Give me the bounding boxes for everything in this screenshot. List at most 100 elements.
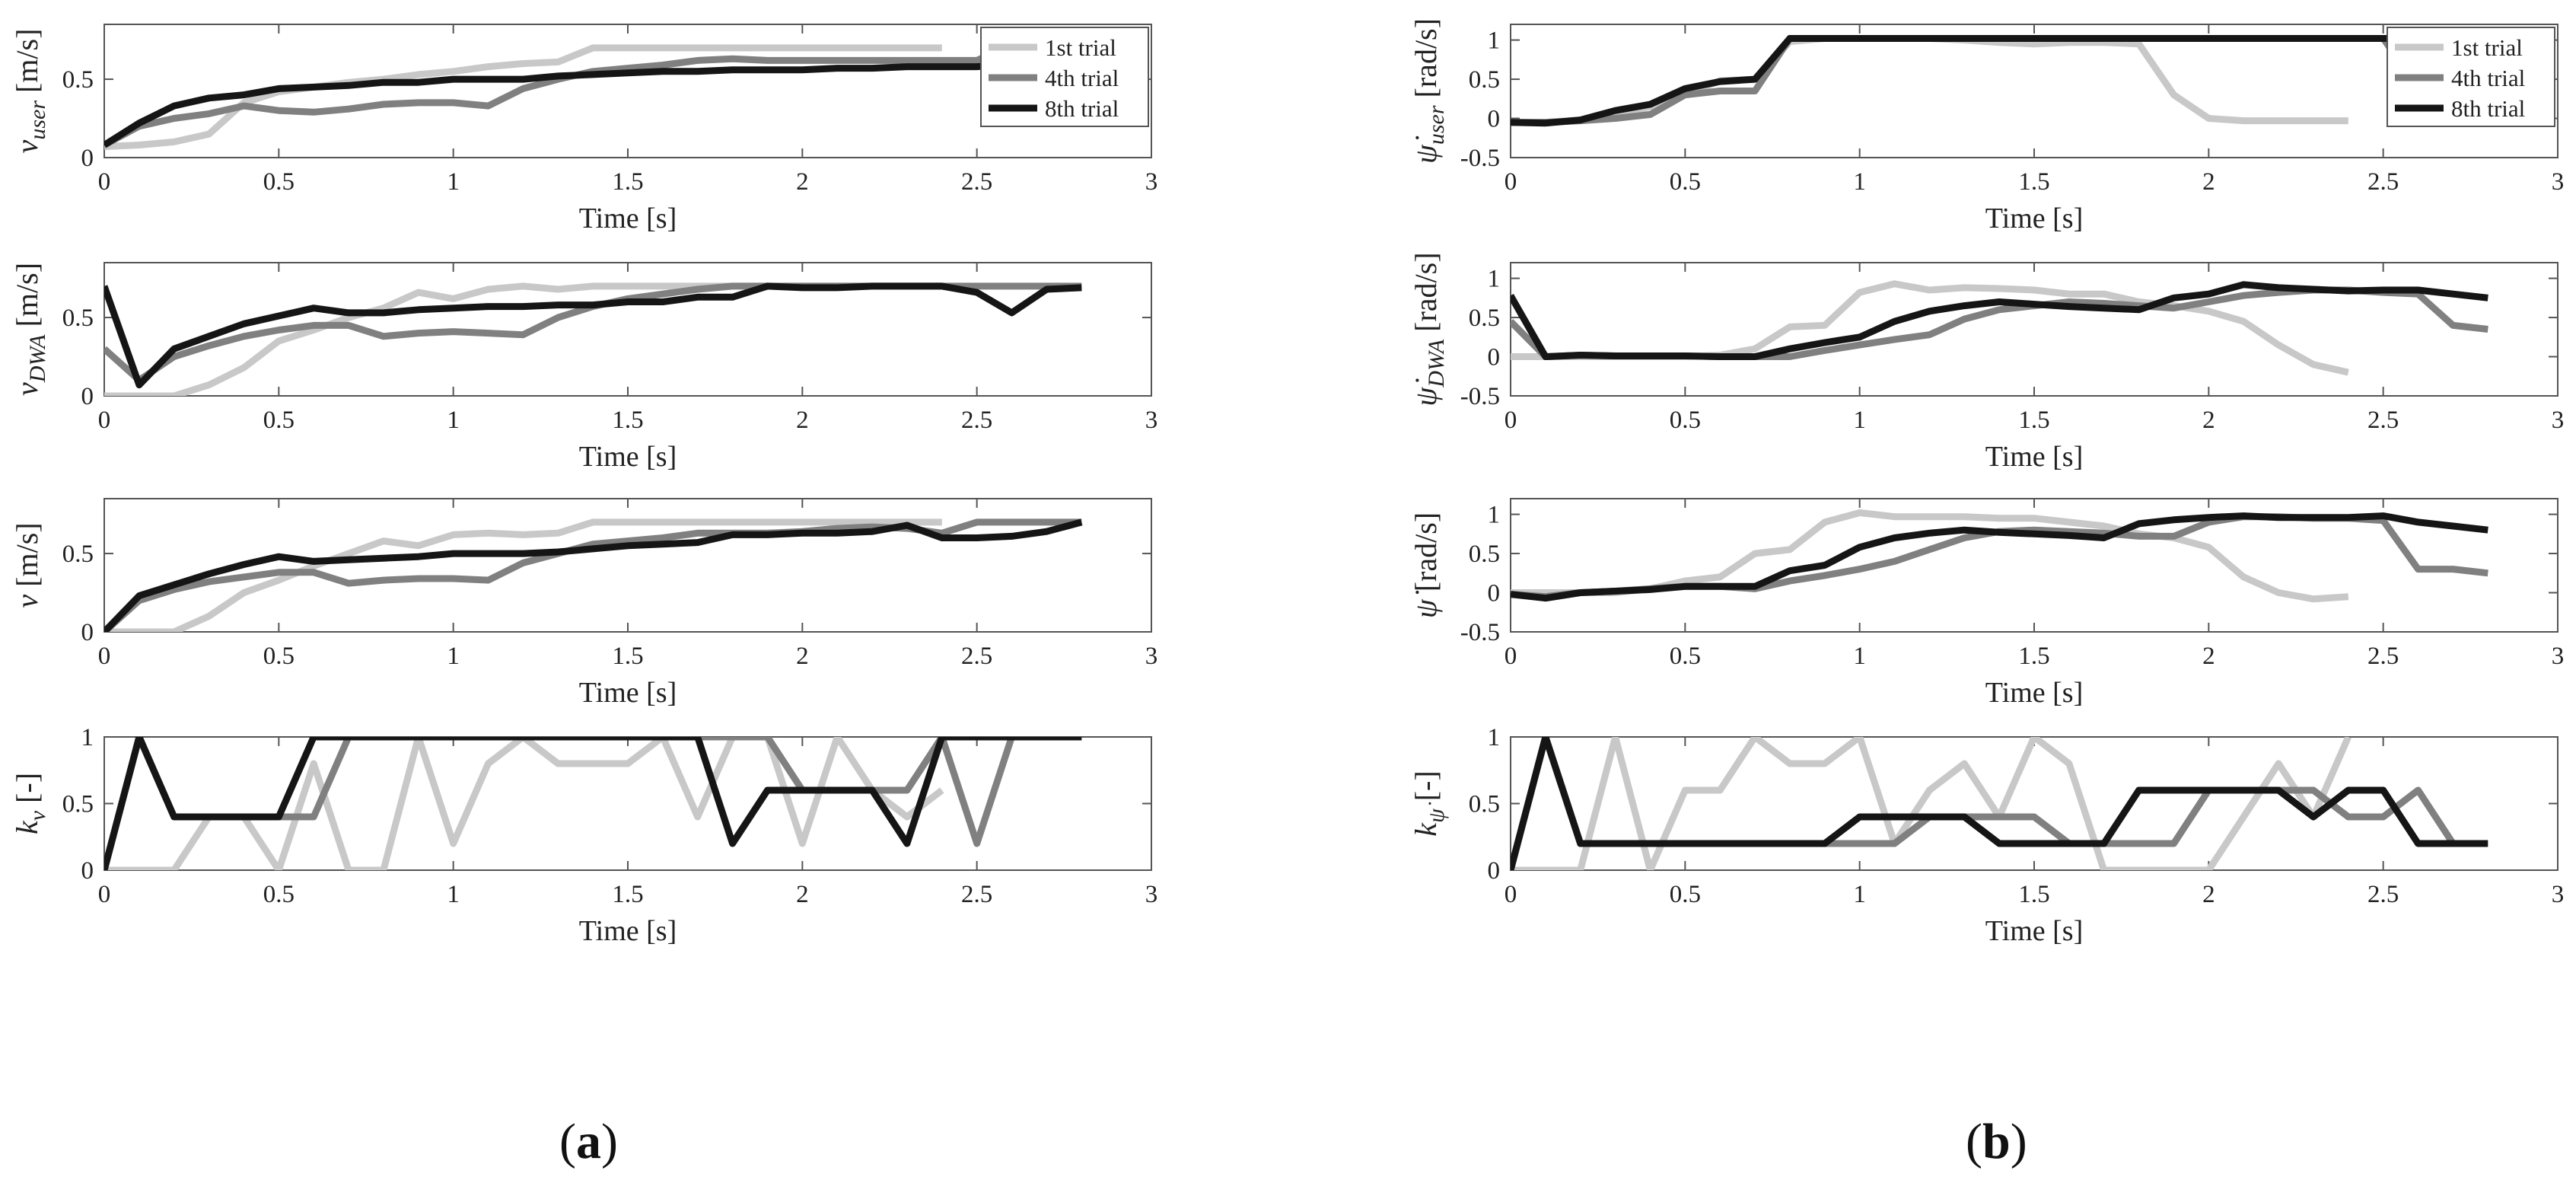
x-tick-label: 0.5: [263, 168, 295, 196]
panel-label-b-letter: b: [1982, 1114, 2011, 1169]
y-tick-label: 0: [1488, 106, 1501, 133]
x-tick-label: 2: [2202, 168, 2215, 196]
legend-entry: 1st trial: [1045, 34, 1116, 61]
x-tick-label: 2: [2202, 643, 2215, 670]
legend: 1st trial 4th trial 8th trial: [2387, 27, 2555, 127]
plot-area: [103, 736, 1152, 871]
y-tick-label: -0.5: [1460, 383, 1500, 410]
series-line-8th-trial: [1511, 35, 2488, 127]
subplot-a2: 0 0.5 1 1.5 2 2.5 3 0 0.5 Time [s] vDWA [m/s]: [10, 262, 1158, 473]
y-label-unit: [rad/s]: [1409, 252, 1443, 339]
y-label-subscript: v: [25, 810, 50, 821]
x-tick-label: 2.5: [2367, 168, 2399, 196]
y-axis-label: vDWA [m/s]: [10, 263, 50, 396]
x-tick-label: 3: [2552, 168, 2565, 196]
x-axis-label: Time [s]: [1985, 677, 2083, 709]
x-tick-label: 2: [796, 168, 809, 196]
y-tick-label: 1: [1488, 266, 1501, 293]
y-tick-label: 0.5: [1469, 541, 1500, 568]
x-axis-label: Time [s]: [579, 203, 677, 234]
x-tick-label: 2.5: [961, 643, 992, 670]
subplot-a1: 0 0.5 1 1.5 2 2.5 3 0 0.5 Time [s] vuser [m/s] 1st …: [10, 24, 1157, 234]
y-tick-label: 0: [1488, 344, 1501, 372]
x-tick-label: 1: [447, 643, 460, 670]
x-tick-label: 0.5: [1670, 168, 1701, 196]
x-tick-label: 2: [796, 643, 809, 670]
y-label-unit: [m/s]: [10, 263, 44, 334]
y-label-unit: [-]: [10, 773, 44, 811]
legend-entry: 4th trial: [1045, 65, 1119, 91]
y-label-unit: [rad/s]: [1409, 18, 1443, 105]
y-label-unit: [-]: [1409, 770, 1443, 808]
y-axis-label: kψ̇ [-]: [1409, 770, 1449, 836]
x-tick-label: 2.5: [2367, 407, 2399, 434]
x-tick-label: 1.5: [612, 881, 643, 908]
x-tick-label: 3: [2552, 407, 2565, 434]
y-tick-label: 0.5: [1469, 791, 1500, 818]
y-tick-label: 1: [1488, 724, 1501, 751]
legend-entry: 8th trial: [1045, 95, 1119, 122]
y-tick-label: 0.5: [62, 791, 94, 818]
x-tick-label: 3: [1145, 407, 1158, 434]
x-axis-label: Time [s]: [579, 915, 677, 947]
x-tick-label: 0: [98, 643, 111, 670]
x-tick-label: 0: [98, 881, 111, 908]
legend-entry: 1st trial: [2451, 34, 2523, 61]
x-axis-label: Time [s]: [579, 441, 677, 473]
y-label-unit: [m/s]: [10, 29, 44, 100]
y-label-subscript: user: [25, 100, 50, 140]
series-line-8th-trial: [104, 282, 1082, 389]
x-axis-label: Time [s]: [579, 677, 677, 709]
y-tick-label: 0.5: [62, 541, 94, 568]
x-tick-label: 0.5: [1670, 643, 1701, 670]
y-label-symbol: v: [10, 139, 44, 153]
legend: 1st trial 4th trial 8th trial: [980, 27, 1149, 127]
plot-area: [103, 498, 1152, 633]
x-tick-label: 1: [1853, 643, 1866, 670]
x-tick-label: 0.5: [263, 881, 295, 908]
y-label-symbol: k: [1409, 822, 1443, 837]
series-line-8th-trial: [104, 737, 1082, 870]
x-tick-label: 1.5: [612, 168, 643, 196]
panel-label-a-close: ): [600, 1114, 618, 1169]
x-tick-label: 1.5: [612, 643, 643, 670]
x-tick-label: 2: [2202, 881, 2215, 908]
x-tick-label: 3: [1145, 168, 1158, 196]
series-line-8th-trial: [1511, 512, 2488, 602]
y-label-subscript: DWA: [25, 334, 50, 384]
y-tick-label: 0: [81, 383, 94, 410]
series-line-1st-trial: [1511, 737, 2352, 870]
x-tick-label: 0: [98, 407, 111, 434]
x-tick-label: 1.5: [612, 407, 643, 434]
y-tick-label: -0.5: [1460, 145, 1500, 172]
subplot-a3: 0 0.5 1 1.5 2 2.5 3 0 0.5 Time [s] v [m/s]: [10, 498, 1157, 709]
x-tick-label: 2: [2202, 407, 2215, 434]
legend-entry: 4th trial: [2451, 65, 2525, 91]
x-tick-label: 2: [796, 407, 809, 434]
y-label-subscript: user: [1424, 105, 1449, 145]
plot-area: [103, 262, 1152, 397]
y-tick-label: 0: [1488, 857, 1501, 885]
x-tick-label: 1.5: [2018, 168, 2049, 196]
y-tick-label: 1: [1488, 502, 1501, 529]
series-line-1st-trial: [104, 518, 942, 632]
panel-label-b-open: (: [1966, 1114, 1982, 1169]
x-tick-label: 2.5: [961, 407, 992, 434]
x-tick-label: 3: [2552, 881, 2565, 908]
x-tick-label: 1: [447, 407, 460, 434]
plot-area: [1510, 262, 2558, 397]
y-tick-label: 0: [1488, 580, 1501, 608]
y-label-unit: [m/s]: [10, 522, 44, 594]
panel-label-a: (a): [559, 1113, 618, 1171]
y-tick-label: 0.5: [62, 305, 94, 332]
series-line-8th-trial: [1511, 281, 2488, 360]
x-axis-label: Time [s]: [1985, 441, 2083, 473]
legend-entry: 8th trial: [2451, 95, 2525, 122]
panel-label-b: (b): [1966, 1113, 2027, 1171]
y-axis-label: ψ̇ [rad/s]: [1409, 512, 1443, 618]
x-tick-label: 0: [1505, 643, 1517, 670]
